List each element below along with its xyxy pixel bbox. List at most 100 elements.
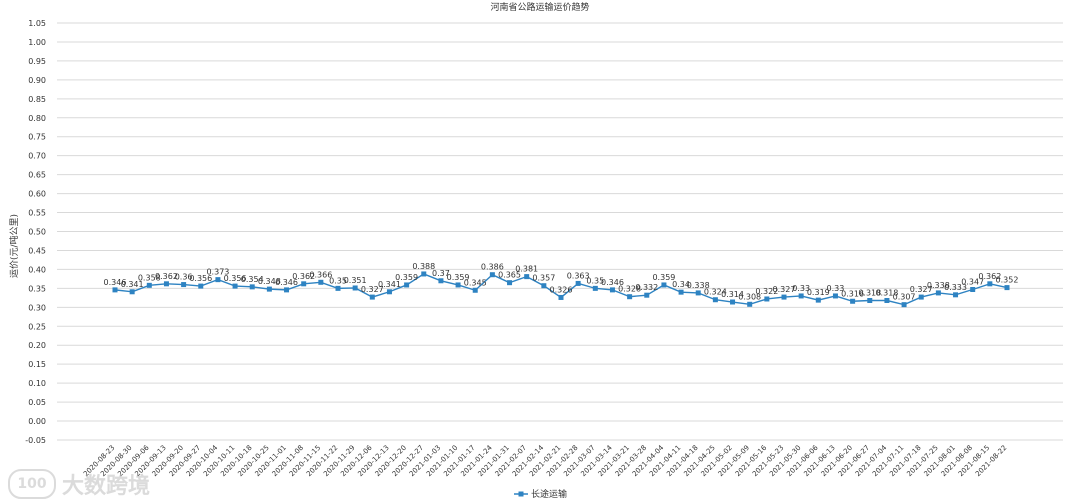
data-point[interactable] bbox=[232, 283, 238, 289]
y-tick-label: 0.15 bbox=[28, 360, 46, 369]
data-point[interactable] bbox=[832, 293, 838, 299]
data-point[interactable] bbox=[541, 283, 547, 289]
data-label: 0.352 bbox=[996, 276, 1019, 285]
data-point[interactable] bbox=[987, 281, 993, 287]
y-tick-label: 0.55 bbox=[28, 209, 46, 218]
data-point[interactable] bbox=[386, 289, 392, 295]
data-point[interactable] bbox=[1004, 285, 1010, 291]
data-point[interactable] bbox=[181, 282, 187, 288]
data-label: 0.338 bbox=[927, 281, 950, 290]
data-label: 0.326 bbox=[550, 285, 573, 294]
y-tick-label: 0.80 bbox=[28, 114, 46, 123]
data-point[interactable] bbox=[249, 284, 255, 290]
chart-title: 河南省公路运输运价趋势 bbox=[490, 1, 589, 13]
data-point[interactable] bbox=[644, 292, 650, 298]
data-point[interactable] bbox=[266, 286, 272, 292]
y-tick-label: 0.60 bbox=[28, 190, 46, 199]
data-point[interactable] bbox=[850, 298, 856, 304]
data-point[interactable] bbox=[438, 278, 444, 284]
y-tick-label: 0.75 bbox=[28, 133, 46, 142]
data-label: 0.327 bbox=[361, 285, 384, 294]
data-label: 0.333 bbox=[944, 283, 967, 292]
data-point[interactable] bbox=[198, 283, 204, 289]
y-tick-label: 0.00 bbox=[28, 417, 46, 426]
data-point[interactable] bbox=[524, 274, 530, 280]
data-label: 0.322 bbox=[755, 287, 778, 296]
data-label: 0.358 bbox=[138, 273, 161, 282]
data-point[interactable] bbox=[953, 292, 959, 298]
y-tick-label: 0.35 bbox=[28, 284, 46, 293]
data-point[interactable] bbox=[301, 281, 307, 287]
data-point[interactable] bbox=[472, 287, 478, 293]
y-tick-label: 0.10 bbox=[28, 379, 46, 388]
data-point[interactable] bbox=[318, 279, 324, 285]
data-point[interactable] bbox=[507, 280, 513, 286]
data-point[interactable] bbox=[747, 301, 753, 307]
data-label: 0.35 bbox=[329, 276, 347, 285]
data-label: 0.346 bbox=[104, 278, 127, 287]
data-point[interactable] bbox=[609, 287, 615, 293]
y-tick-label: 0.45 bbox=[28, 246, 46, 255]
data-label: 0.36 bbox=[175, 273, 193, 282]
y-tick-label: 0.05 bbox=[28, 398, 46, 407]
data-point[interactable] bbox=[695, 290, 701, 296]
data-label: 0.324 bbox=[704, 288, 727, 297]
data-label: 0.351 bbox=[344, 276, 367, 285]
data-point[interactable] bbox=[215, 277, 221, 283]
data-point[interactable] bbox=[284, 287, 290, 293]
y-tick-label: 0.90 bbox=[28, 76, 46, 85]
data-point[interactable] bbox=[867, 297, 873, 303]
data-point[interactable] bbox=[901, 302, 907, 308]
data-point[interactable] bbox=[335, 285, 341, 291]
data-label: 0.327 bbox=[773, 285, 796, 294]
data-point[interactable] bbox=[627, 294, 633, 300]
legend[interactable]: 长途运输 bbox=[514, 488, 567, 500]
data-label: 0.359 bbox=[395, 273, 418, 282]
data-point[interactable] bbox=[404, 282, 410, 288]
data-point[interactable] bbox=[369, 294, 375, 300]
data-point[interactable] bbox=[558, 294, 564, 300]
y-tick-label: 0.25 bbox=[28, 322, 46, 331]
data-point[interactable] bbox=[678, 289, 684, 295]
data-point[interactable] bbox=[592, 285, 598, 291]
y-tick-label: 1.05 bbox=[28, 19, 46, 28]
data-point[interactable] bbox=[918, 294, 924, 300]
data-label: 0.381 bbox=[515, 265, 538, 274]
data-point[interactable] bbox=[575, 280, 581, 286]
data-label: 0.386 bbox=[481, 263, 504, 272]
data-point[interactable] bbox=[935, 290, 941, 296]
data-label: 0.359 bbox=[447, 273, 470, 282]
data-point[interactable] bbox=[352, 285, 358, 291]
data-point[interactable] bbox=[661, 282, 667, 288]
data-point[interactable] bbox=[970, 287, 976, 293]
data-point[interactable] bbox=[884, 297, 890, 303]
x-axis-ticks: 2020-08-232020-08-302020-09-062020-09-13… bbox=[82, 443, 1008, 478]
y-tick-label: 0.30 bbox=[28, 303, 46, 312]
y-axis-label: 运价(元/吨公里) bbox=[8, 214, 20, 278]
legend-marker bbox=[518, 491, 524, 497]
data-point[interactable] bbox=[112, 287, 118, 293]
data-label: 0.357 bbox=[532, 274, 555, 283]
data-point[interactable] bbox=[489, 272, 495, 278]
data-point[interactable] bbox=[815, 297, 821, 303]
data-point[interactable] bbox=[798, 293, 804, 299]
y-axis-ticks: 1.05 1.00 0.95 0.90 0.85 0.80 0.75 0.70 0.65 0.60… bbox=[25, 19, 46, 445]
data-label: 0.33 bbox=[827, 284, 845, 293]
data-point[interactable] bbox=[712, 297, 718, 303]
data-label: 0.346 bbox=[601, 278, 624, 287]
data-point[interactable] bbox=[129, 289, 135, 295]
data-label: 0.319 bbox=[807, 288, 830, 297]
data-label: 0.338 bbox=[687, 281, 710, 290]
data-point[interactable] bbox=[146, 282, 152, 288]
data-point[interactable] bbox=[163, 281, 169, 287]
data-label: 0.365 bbox=[498, 271, 521, 280]
data-point[interactable] bbox=[421, 271, 427, 277]
data-label: 0.34 bbox=[672, 280, 690, 289]
data-point[interactable] bbox=[455, 282, 461, 288]
data-label: 0.332 bbox=[635, 283, 658, 292]
data-point[interactable] bbox=[781, 294, 787, 300]
data-point[interactable] bbox=[764, 296, 770, 302]
data-points bbox=[112, 271, 1010, 308]
data-label: 0.37 bbox=[432, 269, 450, 278]
data-point[interactable] bbox=[730, 299, 736, 305]
